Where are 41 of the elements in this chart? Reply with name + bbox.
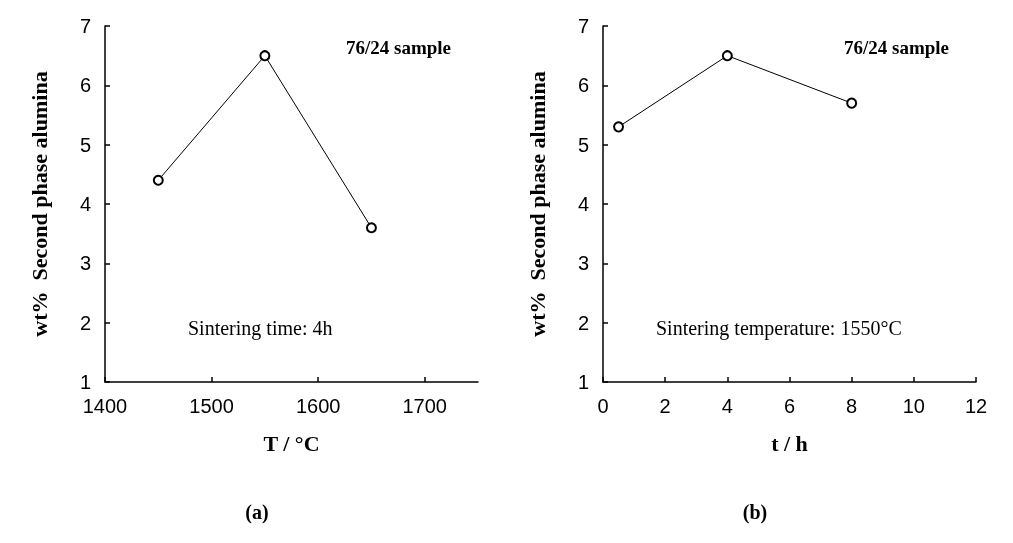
annotation: Sintering temperature: 1550°C (656, 317, 902, 340)
point (365, 222, 377, 234)
x-tick-label: 0 (597, 395, 609, 417)
y-tick-label: 4 (577, 193, 589, 215)
y-tick-label: 7 (577, 15, 589, 37)
y-tick-label: 7 (79, 15, 91, 37)
x-tick-label: 1500 (189, 395, 234, 417)
y-tick-label: 3 (79, 252, 91, 275)
y-tick-label: 5 (577, 133, 589, 156)
x-tick-label: 2 (659, 395, 671, 417)
x-tick-label: 1600 (295, 395, 341, 417)
y-axis-title: wt% Second phase alumina (26, 71, 52, 337)
x-tick-label: 12 (964, 395, 988, 417)
annotation: 76/24 sample (345, 37, 451, 58)
y-tick-label: 6 (577, 74, 589, 97)
y-tick-label: 6 (79, 74, 91, 97)
y-tick-label: 4 (79, 193, 91, 215)
annotation: 76/24 sample (843, 37, 949, 58)
x-tick-label: 6 (783, 395, 796, 417)
y-tick-label: 5 (79, 133, 91, 156)
y-tick-label: 1 (79, 371, 91, 393)
point (613, 121, 625, 133)
x-tick-label: 1400 (82, 395, 128, 417)
y-tick-label: 2 (577, 311, 589, 334)
text: (a) (245, 501, 269, 524)
x-tick-label: 4 (721, 395, 733, 417)
y-tick-label: 2 (79, 311, 91, 334)
point (152, 174, 164, 186)
y-tick-label: 1 (577, 371, 589, 393)
x-axis-title: t / h (771, 430, 808, 456)
annotation: Sintering time: 4h (188, 317, 333, 340)
point (259, 50, 271, 62)
x-tick-label: 1700 (402, 395, 447, 417)
y-tick-label: 3 (577, 252, 589, 275)
x-axis-title: T / °C (263, 430, 320, 456)
x-tick-label: 10 (902, 395, 925, 417)
point (846, 97, 858, 109)
text: (b) (742, 501, 768, 524)
point (721, 50, 733, 62)
y-axis-title: wt% Second phase alumina (524, 71, 550, 337)
x-tick-label: 8 (846, 395, 858, 417)
